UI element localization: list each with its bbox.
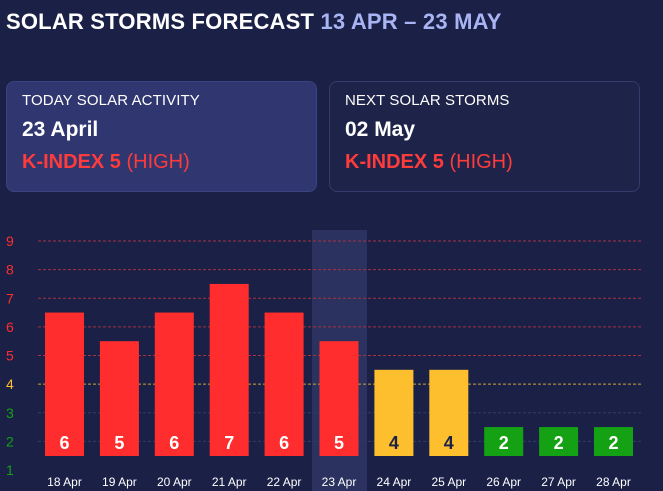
bar [45,312,84,456]
bar [209,283,249,456]
bar [539,427,579,456]
bar-value-label: 7 [224,433,234,453]
bar [594,427,633,456]
bar [374,369,414,456]
y-tick-label: 6 [6,319,14,335]
y-tick-label: 2 [6,433,14,449]
next-kindex-level: (HIGH) [449,151,513,173]
x-tick-label: 24 Apr [377,475,412,489]
bar [319,341,359,456]
bar-value-label: 6 [279,433,289,453]
bar-value-label: 2 [499,433,509,453]
date-range: 13 APR – 23 MAY [320,9,502,34]
bar-value-label: 5 [334,433,344,453]
y-tick-label: 1 [6,462,14,478]
x-tick-label: 22 Apr [267,475,302,489]
title-text: SOLAR STORMS FORECAST [6,9,315,34]
y-tick-label: 4 [6,376,14,392]
x-tick-label: 25 Apr [431,475,466,489]
next-card-date: 02 May [345,118,416,141]
bar-value-label: 5 [114,433,124,453]
bar-value-label: 6 [169,433,179,453]
bar [99,341,139,456]
bar [429,369,469,456]
bar-value-label: 4 [389,433,399,453]
bar [154,312,194,456]
next-storms-card: NEXT SOLAR STORMS 02 May K-INDEX 5 (HIGH… [329,81,640,192]
bar [264,312,304,456]
x-tick-label: 27 Apr [541,475,576,489]
y-tick-label: 3 [6,405,14,421]
x-tick-label: 18 Apr [47,475,82,489]
y-tick-label: 7 [6,290,14,306]
bar-value-label: 2 [554,433,564,453]
today-activity-card: TODAY SOLAR ACTIVITY 23 April K-INDEX 5 … [6,81,317,192]
x-tick-label: 19 Apr [102,475,137,489]
today-kindex-level: (HIGH) [126,151,190,173]
x-tick-label: 28 Apr [596,475,631,489]
x-tick-label: 20 Apr [157,475,192,489]
next-card-kindex: K-INDEX 5 (HIGH) [345,151,624,174]
x-tick-label: 21 Apr [212,475,247,489]
next-card-label: NEXT SOLAR STORMS [345,92,510,109]
x-tick-label: 26 Apr [486,475,521,489]
today-card-date: 23 April [22,118,99,141]
bar-value-label: 6 [59,433,69,453]
y-tick-label: 8 [6,262,14,278]
page-title: SOLAR STORMS FORECAST 13 APR – 23 MAY [6,9,502,35]
today-kindex-value: K-INDEX 5 [22,151,121,173]
bar-value-label: 2 [608,433,618,453]
bar-value-label: 4 [444,433,454,453]
x-tick-label: 23 Apr [322,475,357,489]
today-card-kindex: K-INDEX 5 (HIGH) [22,151,301,174]
y-tick-label: 9 [6,233,14,249]
y-tick-label: 5 [6,348,14,364]
next-kindex-value: K-INDEX 5 [345,151,444,173]
bar [484,427,524,456]
today-card-label: TODAY SOLAR ACTIVITY [22,92,200,109]
